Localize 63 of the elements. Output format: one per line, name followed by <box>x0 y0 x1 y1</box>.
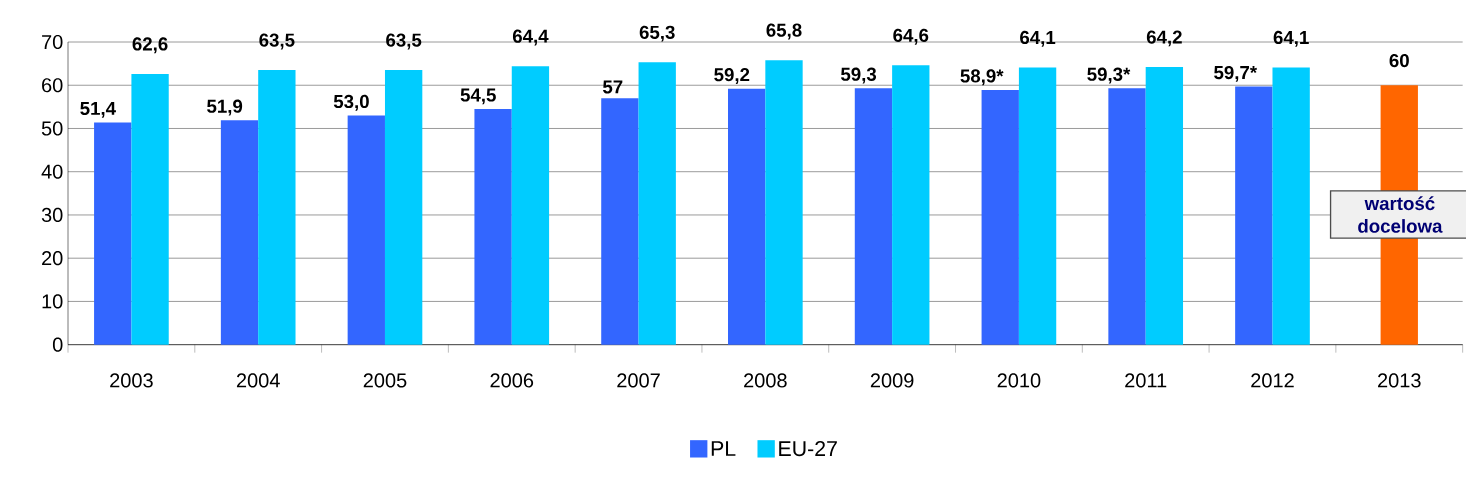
bar <box>220 120 259 345</box>
data-label: 63,5 <box>259 33 295 50</box>
data-label: 63,5 <box>386 33 422 50</box>
y-tick-label: 40 <box>41 164 63 179</box>
bar <box>474 109 512 345</box>
data-label: 64,4 <box>512 29 549 46</box>
legend-label: PL <box>711 441 736 456</box>
x-tick-label: 2003 <box>110 373 153 388</box>
bar <box>1145 67 1184 345</box>
bar <box>94 122 132 345</box>
data-label: 58,9* <box>960 69 1004 86</box>
data-label: 59,3 <box>840 67 877 84</box>
x-tick-label: 2009 <box>870 373 914 388</box>
bar <box>347 115 385 345</box>
y-tick-label: 60 <box>42 78 63 93</box>
bar <box>258 70 296 345</box>
data-label: 59,3* <box>1087 67 1131 84</box>
data-label: 51,9 <box>207 99 243 116</box>
data-label: 51,4 <box>80 101 116 118</box>
bar <box>384 70 423 345</box>
legend-label: EU-27 <box>779 441 837 457</box>
annotation: wartość docelowa <box>1358 196 1443 233</box>
data-label: 65,3 <box>639 25 675 42</box>
bar <box>892 65 930 345</box>
data-label: 57 <box>602 80 623 94</box>
x-tick-label: 2008 <box>744 373 787 388</box>
bar <box>728 88 766 345</box>
x-tick-label: 2011 <box>1125 373 1167 388</box>
bar <box>765 60 803 345</box>
data-label: 60 <box>1389 53 1409 68</box>
bar <box>854 88 893 345</box>
data-label: 65,8 <box>766 23 802 40</box>
x-tick-label: 2010 <box>997 373 1041 388</box>
bar <box>131 74 169 345</box>
bar <box>1018 67 1057 345</box>
y-tick-label: 0 <box>52 337 63 352</box>
data-label: 53,0 <box>333 94 369 111</box>
data-label: 62,6 <box>132 37 168 54</box>
data-label: 59,7* <box>1214 65 1258 82</box>
y-tick-label: 50 <box>41 121 63 136</box>
data-label: 64,1 <box>1020 30 1056 47</box>
x-tick-label: 2004 <box>236 373 280 388</box>
x-tick-label: 2007 <box>617 373 660 388</box>
x-tick-label: 2012 <box>1251 373 1294 388</box>
data-label: 64,6 <box>893 28 929 45</box>
bar <box>981 90 1019 345</box>
y-tick-label: 30 <box>41 207 63 223</box>
data-label: 59,2 <box>714 68 750 84</box>
bar <box>511 66 550 345</box>
y-tick-label: 10 <box>42 294 63 309</box>
bar <box>638 62 676 345</box>
x-tick-label: 2006 <box>490 373 534 388</box>
bar <box>1272 67 1310 345</box>
x-tick-label: 2005 <box>363 373 407 388</box>
y-tick-label: 20 <box>42 251 63 266</box>
bar <box>1108 88 1146 345</box>
y-tick-label: 70 <box>42 34 63 50</box>
data-label: 64,2 <box>1146 30 1182 47</box>
data-label: 54,5 <box>460 88 496 105</box>
data-label: 64,1 <box>1273 30 1309 47</box>
x-tick-label: 2013 <box>1378 373 1421 388</box>
bar <box>601 98 639 345</box>
bar <box>1235 86 1273 345</box>
